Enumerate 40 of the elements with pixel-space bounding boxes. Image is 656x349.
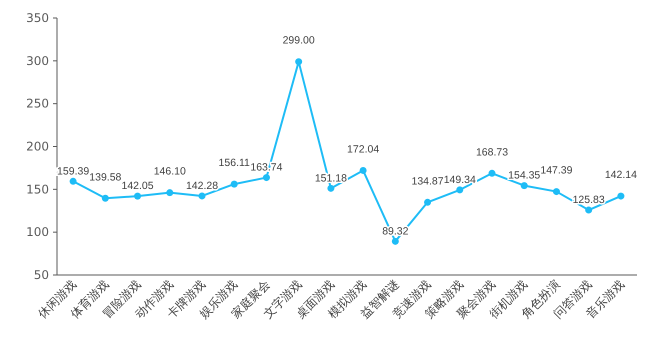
- point: [520, 182, 528, 190]
- y-tick-label: 300: [26, 54, 49, 68]
- y-tick-label: 350: [26, 11, 49, 25]
- data-label: 159.39: [57, 165, 90, 178]
- point: [488, 170, 496, 177]
- point: [392, 238, 399, 245]
- y-tick-label: 200: [26, 140, 49, 154]
- data-label: 172.04: [347, 143, 380, 156]
- point: [70, 178, 77, 185]
- data-label: 142.14: [604, 169, 638, 182]
- point: [456, 186, 464, 194]
- data-label: 125.83: [572, 194, 605, 206]
- y-tick-label: 150: [26, 182, 49, 196]
- point: [230, 180, 238, 188]
- point: [424, 198, 432, 206]
- data-label: 149.34: [444, 174, 476, 186]
- y-tick-label: 250: [26, 96, 49, 111]
- point: [198, 192, 206, 200]
- data-label: 147.39: [540, 164, 573, 177]
- y-tick-label: 100: [26, 225, 49, 240]
- y-tick-label: 50: [34, 268, 49, 282]
- point: [166, 189, 174, 196]
- data-label: 139.58: [89, 171, 122, 184]
- data-label: 154.35: [508, 170, 540, 182]
- point: [360, 166, 367, 174]
- point: [617, 192, 624, 200]
- data-label: 156.11: [218, 157, 250, 170]
- data-label: 299.00: [282, 34, 315, 47]
- point: [327, 184, 334, 192]
- point: [585, 206, 592, 214]
- point: [102, 194, 109, 202]
- point: [262, 174, 270, 182]
- data-label: 168.73: [476, 146, 508, 158]
- point: [295, 58, 302, 66]
- point: [552, 188, 560, 196]
- data-label: 142.28: [186, 180, 218, 192]
- point: [134, 192, 142, 200]
- data-label: 146.10: [154, 166, 186, 178]
- data-label: 134.87: [411, 175, 444, 188]
- data-label: 142.05: [121, 180, 154, 192]
